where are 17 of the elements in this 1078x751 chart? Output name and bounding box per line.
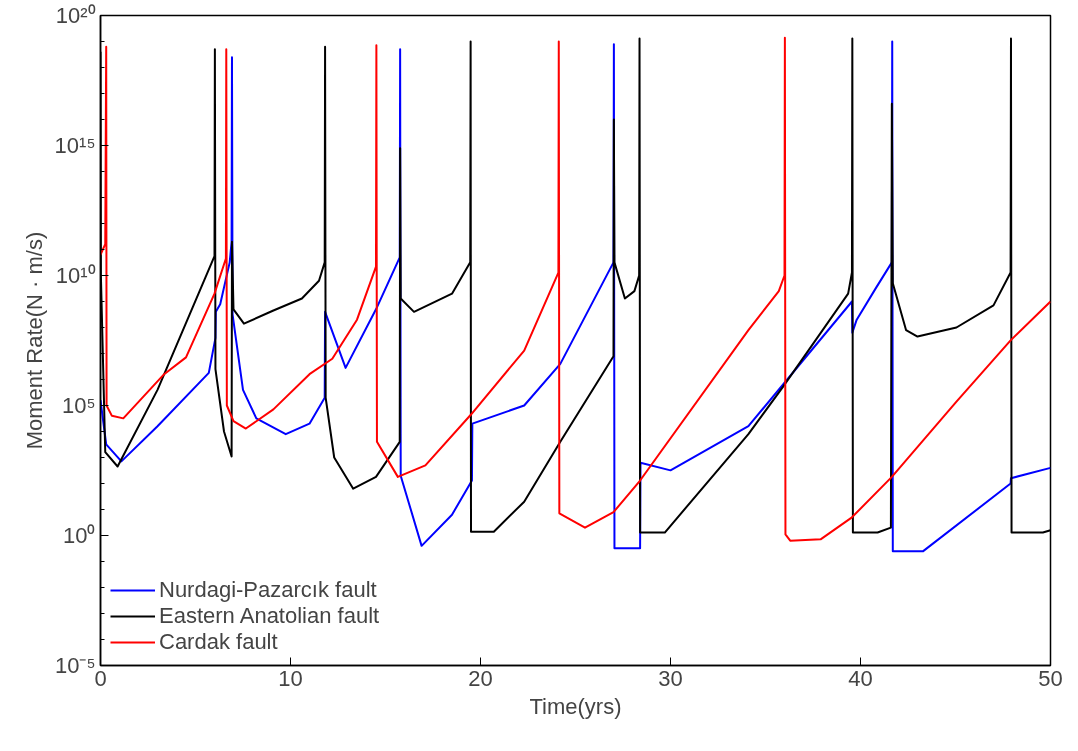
- x-tick-label: 10: [278, 665, 303, 691]
- y-axis-title: Moment Rate(N · m/s): [21, 231, 47, 450]
- legend-label: Eastern Anatolian fault: [159, 603, 380, 629]
- x-tick-label: 20: [468, 665, 493, 691]
- x-tick-label: 40: [848, 665, 873, 691]
- x-tick-label: 0: [94, 665, 107, 691]
- x-axis-title: Time(yrs): [529, 693, 622, 719]
- x-tick-label: 30: [658, 665, 683, 691]
- y-tick-label: 10⁻⁵: [54, 653, 96, 678]
- y-tick-label: 10²⁰: [55, 3, 96, 28]
- y-tick-label: 10¹⁰: [55, 263, 96, 288]
- y-tick-label: 10⁵: [61, 393, 96, 418]
- y-tick-label: 10¹⁵: [54, 133, 96, 158]
- legend-label: Nurdagi-Pazarcık fault: [159, 577, 377, 603]
- y-tick-label: 10⁰: [63, 523, 96, 548]
- legend-label: Cardak fault: [159, 629, 278, 655]
- x-tick-label: 50: [1038, 665, 1063, 691]
